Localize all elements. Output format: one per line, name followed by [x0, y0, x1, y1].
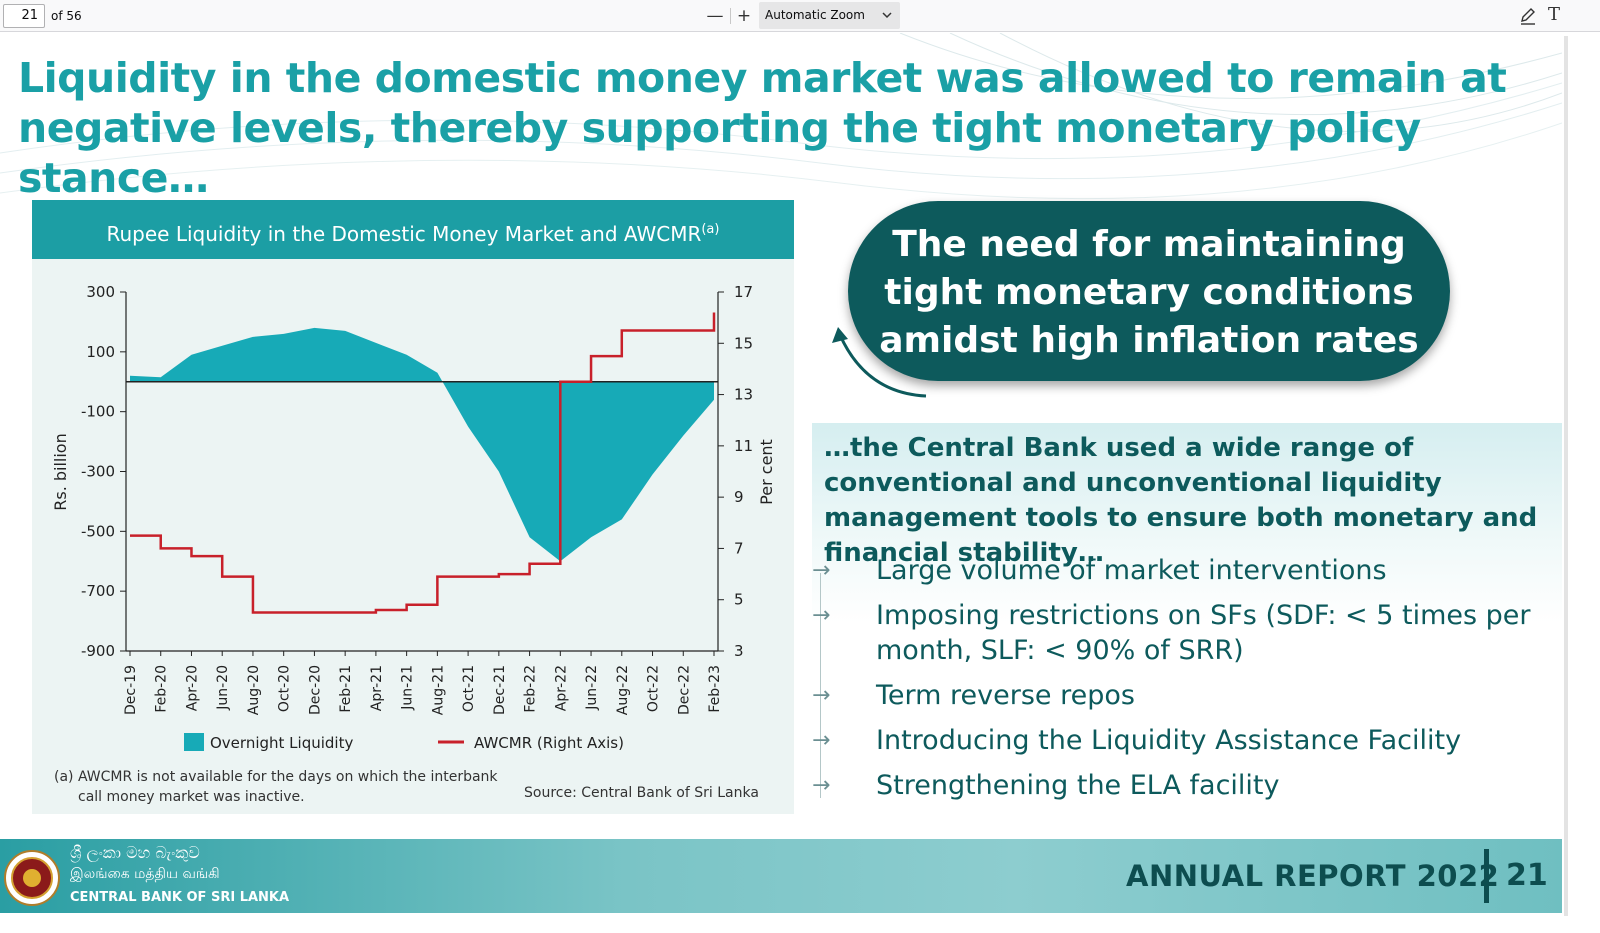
- x-tick-label: Oct-22: [646, 665, 662, 712]
- wave-background: [0, 33, 1562, 200]
- y2-tick-label: 9: [734, 488, 744, 506]
- chart-source: Source: Central Bank of Sri Lanka: [524, 785, 759, 801]
- x-tick-label: Dec-21: [492, 665, 508, 715]
- lead-text: …the Central Bank used a wide range of c…: [824, 433, 1538, 568]
- y2-axis-label: Per cent: [757, 439, 776, 505]
- x-tick-label: Jun-21: [400, 665, 416, 711]
- chart-title: Rupee Liquidity in the Domestic Money Ma…: [32, 200, 794, 259]
- x-tick-label: Oct-20: [277, 665, 293, 712]
- y2-tick-label: 5: [734, 591, 744, 609]
- y-tick-label: 100: [86, 343, 115, 361]
- x-tick-label: Dec-20: [307, 665, 323, 715]
- callout-oval: The need for maintaining tight monetary …: [848, 201, 1450, 381]
- legend-label-awcmr: AWCMR (Right Axis): [474, 734, 624, 752]
- tools-panel: …the Central Bank used a wide range of c…: [812, 423, 1562, 823]
- toolbar-separator: [730, 8, 731, 24]
- y-tick-label: 300: [86, 283, 115, 301]
- list-item: → Introducing the Liquidity Assistance Fa…: [812, 725, 1462, 756]
- arrow-right-icon: →: [812, 728, 831, 753]
- callout-line-2: tight monetary conditions: [884, 272, 1414, 313]
- footer-divider: [1484, 849, 1489, 903]
- y-tick-label: -100: [81, 403, 115, 421]
- curved-arrow-icon: [832, 327, 927, 398]
- x-tick-label: Feb-23: [707, 665, 723, 713]
- page-number-input[interactable]: 21: [3, 4, 45, 28]
- callout-line-1: The need for maintaining: [892, 224, 1406, 265]
- x-tick-label: Feb-21: [338, 665, 354, 713]
- x-tick-label: Feb-22: [523, 665, 539, 713]
- scrollbar-thumb[interactable]: [1564, 36, 1568, 916]
- central-bank-seal-icon: [4, 850, 60, 906]
- y-tick-label: -700: [81, 582, 115, 600]
- page-title: Liquidity in the domestic money market w…: [18, 54, 1507, 202]
- x-tick-label: Oct-21: [461, 665, 477, 712]
- bank-name-sinhala: ශ්‍රී ලංකා මහ බැංකුව: [70, 843, 200, 862]
- y2-tick-label: 15: [734, 334, 753, 352]
- y2-tick-label: 7: [734, 539, 744, 557]
- y2-tick-label: 13: [734, 386, 753, 404]
- list-item: → Term reverse repos: [812, 680, 1135, 711]
- zoom-select[interactable]: Automatic Zoom: [759, 2, 900, 29]
- arrow-right-icon: →: [812, 603, 831, 628]
- x-tick-label: Feb-20: [154, 665, 170, 713]
- page-footer: ශ්‍රී ලංකා මහ බැංකුව இலங்கை மத்திய வங்கி…: [0, 839, 1562, 913]
- list-item: → Large volume of market interventions: [812, 555, 1387, 586]
- list-item: → Strengthening the ELA facility: [812, 770, 1280, 801]
- y2-tick-label: 17: [734, 283, 753, 301]
- liquidity-chart: 300 100 -100 -300 -500 -700 -900 17 15 13 11 9 7 5 3 Rs…: [51, 283, 776, 752]
- pdf-page: Liquidity in the domestic money market w…: [0, 33, 1562, 913]
- x-tick-label: Dec-19: [123, 665, 139, 715]
- x-tick-label: Aug-22: [615, 665, 631, 715]
- bullet-connector: [820, 573, 821, 798]
- bank-name-tamil: இலங்கை மத்திய வங்கி: [70, 866, 220, 882]
- x-tick-label: Apr-20: [184, 665, 200, 711]
- x-tick-label: Aug-21: [430, 665, 446, 715]
- chart-footnote: (a) AWCMR is not available for the days …: [54, 769, 498, 805]
- callout-line-3: amidst high inflation rates: [879, 320, 1419, 361]
- scrollbar-track[interactable]: [1562, 33, 1600, 933]
- y-tick-label: -500: [81, 522, 115, 540]
- text-tool-button[interactable]: T: [1548, 4, 1561, 25]
- x-tick-label: Jun-20: [215, 665, 231, 711]
- arrow-right-icon: →: [812, 558, 831, 583]
- y2-tick-label: 3: [734, 642, 744, 660]
- y-tick-label: -900: [81, 642, 115, 660]
- x-tick-label: Aug-20: [246, 665, 262, 715]
- y2-tick-label: 11: [734, 437, 753, 455]
- bank-name-english: CENTRAL BANK OF SRI LANKA: [70, 890, 290, 905]
- pdf-toolbar: 21 of 56 — + Automatic Zoom T: [0, 0, 1600, 32]
- page-count: of 56: [51, 9, 82, 23]
- bullet-list: → Large volume of market interventions → I…: [812, 553, 1562, 813]
- x-tick-label: Dec-22: [676, 665, 692, 715]
- draw-pen-icon[interactable]: [1518, 6, 1538, 26]
- x-tick-label: Jun-22: [584, 665, 600, 711]
- arrow-right-icon: →: [812, 683, 831, 708]
- chevron-down-icon: [882, 2, 892, 39]
- y-tick-label: -300: [81, 463, 115, 481]
- report-title: ANNUAL REPORT 2022: [1126, 859, 1500, 893]
- zoom-out-button[interactable]: —: [706, 6, 724, 26]
- legend-swatch-liquidity: [184, 733, 204, 751]
- zoom-in-button[interactable]: +: [736, 6, 752, 26]
- awcmr-line: [129, 312, 716, 614]
- overnight-liquidity-area: [130, 327, 714, 562]
- x-tick-label: Apr-22: [553, 665, 569, 711]
- arrow-right-icon: →: [812, 773, 831, 798]
- legend-label-liquidity: Overnight Liquidity: [210, 734, 353, 752]
- footer-page-number: 21: [1506, 858, 1548, 893]
- list-item: → Imposing restrictions on SFs (SDF: < 5 …: [812, 600, 1531, 666]
- x-tick-label: Apr-21: [369, 665, 385, 711]
- y-axis-label: Rs. billion: [51, 433, 70, 511]
- chart-panel: Rupee Liquidity in the Domestic Money Ma…: [32, 200, 794, 814]
- zoom-level: Automatic Zoom: [765, 8, 865, 22]
